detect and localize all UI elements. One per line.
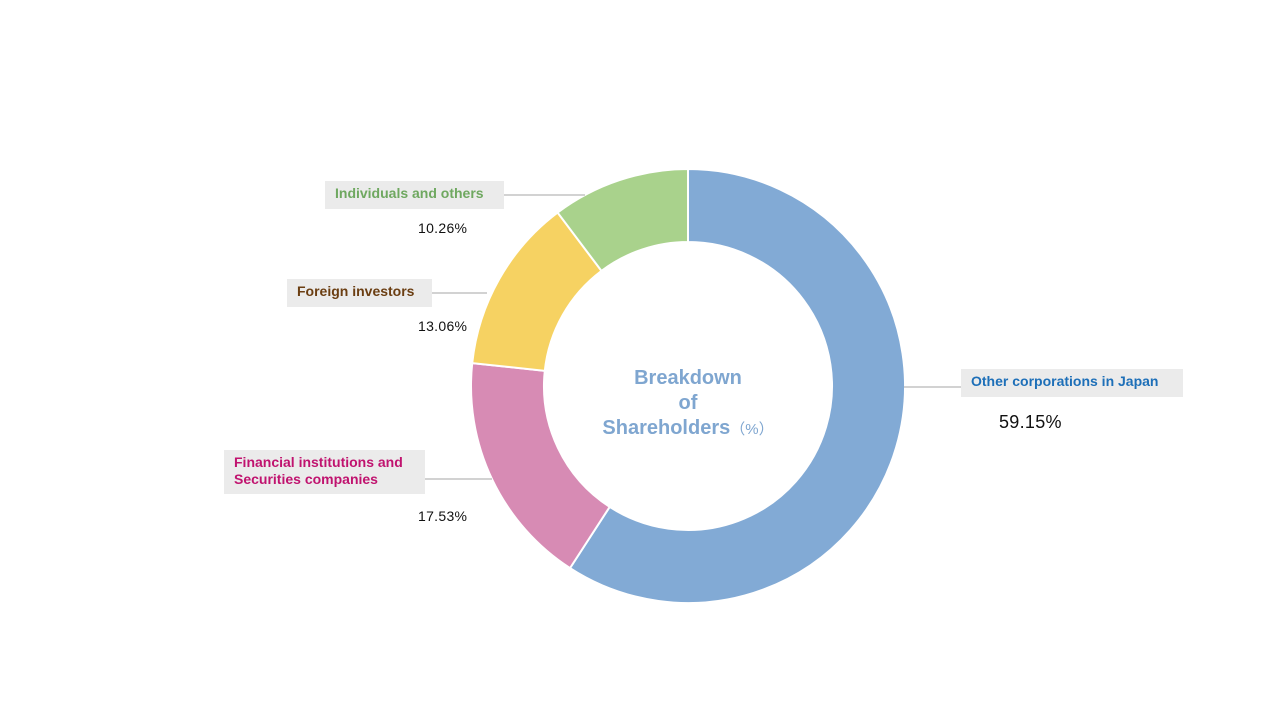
slice-value-foreign-investors: 13.06% <box>418 318 468 334</box>
slice-label-foreign-investors: Foreign investors <box>287 279 432 307</box>
chart-title-line-2: of <box>678 392 698 414</box>
chart-title-line-3: Shareholders（%） <box>588 416 788 442</box>
chart-unit: （%） <box>730 421 774 438</box>
slice-label-line-2: Securities companies <box>234 471 378 487</box>
slice-label-financial-institutions: Financial institutions and Securities co… <box>224 450 425 494</box>
slice-label-text: Foreign investors <box>297 283 415 299</box>
chart-title: Breakdown of Shareholders（%） <box>588 366 788 442</box>
slice-label-text: Other corporations in Japan <box>971 373 1159 389</box>
slice-label-text: Individuals and others <box>335 185 484 201</box>
chart-title-line-3-text: Shareholders <box>602 417 731 439</box>
chart-title-line-1: Breakdown <box>634 367 742 389</box>
slice-value-financial-institutions: 17.53% <box>418 508 468 524</box>
slice-individuals <box>556 167 689 273</box>
slice-label-other-corporations: Other corporations in Japan <box>961 369 1183 397</box>
slice-value-individuals: 10.26% <box>418 220 468 236</box>
slice-value-other-corporations: 59.15% <box>999 412 1062 432</box>
slice-other-corporations <box>568 167 906 604</box>
slice-label-individuals: Individuals and others <box>325 181 504 209</box>
slice-label-line-1: Financial institutions and <box>234 454 403 470</box>
